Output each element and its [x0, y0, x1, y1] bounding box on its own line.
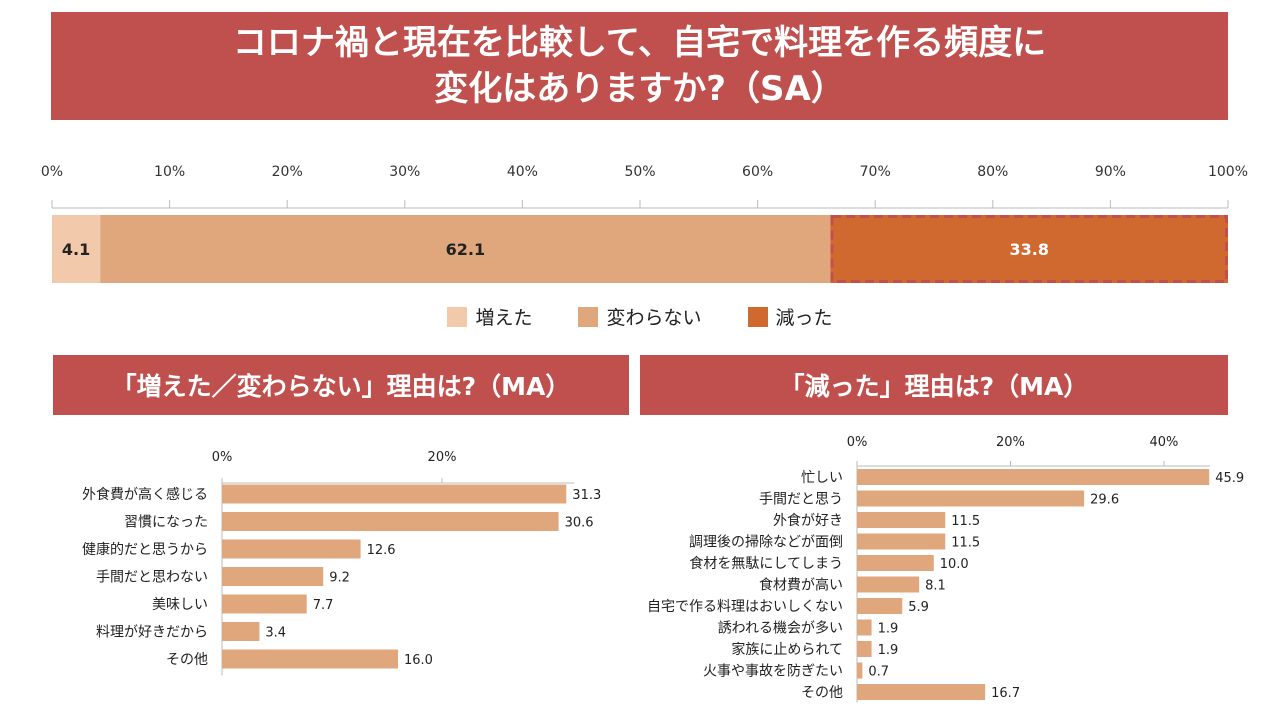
- right-chart-category-label: 調理後の掃除などが面倒: [689, 534, 843, 551]
- right-chart-bar: [857, 490, 1085, 507]
- left-chart-value-label: 9.2: [329, 571, 350, 586]
- decreased-highlight-border: [830, 215, 1229, 283]
- right-chart-category-label: 食材費が高い: [759, 577, 843, 594]
- right-chart-value-label: 10.0: [940, 557, 969, 572]
- stacked-tick-label: 40%: [507, 164, 538, 180]
- right-chart-bar: [857, 619, 872, 636]
- stacked-tick-label: 0%: [41, 164, 63, 180]
- stacked-legend: 増えた 変わらない 減った: [0, 303, 1280, 330]
- right-chart-value-label: 16.7: [991, 686, 1020, 701]
- left-chart-bar: [222, 594, 307, 614]
- right-chart-bar: [857, 598, 903, 614]
- legend-item-unchanged: 変わらない: [578, 303, 702, 330]
- stacked-tick-label: 20%: [272, 164, 303, 180]
- legend-label-increased: 増えた: [475, 307, 533, 329]
- stacked-tick-label: 50%: [624, 164, 655, 180]
- left-chart-value-label: 7.7: [313, 598, 334, 613]
- left-chart-bar: [222, 622, 260, 641]
- legend-swatch-decreased: [747, 306, 768, 327]
- stacked-tick-label: 30%: [389, 164, 420, 180]
- right-chart-category-label: その他: [801, 685, 843, 701]
- left-chart-value-label: 31.3: [572, 488, 601, 503]
- right-chart-tick-label: 0%: [847, 435, 868, 450]
- right-chart-bar: [857, 555, 934, 571]
- right-chart-bar: [857, 641, 872, 657]
- stacked-tick-label: 60%: [742, 164, 773, 180]
- left-chart-category-label: その他: [166, 652, 208, 668]
- left-chart-value-label: 12.6: [367, 543, 396, 558]
- left-chart-category-label: 外食費が高く感じる: [82, 486, 208, 503]
- legend-label-decreased: 減った: [775, 307, 833, 329]
- stacked-tick-label: 70%: [860, 164, 891, 180]
- stacked-tick-label: 100%: [1208, 164, 1248, 180]
- right-chart-value-label: 29.6: [1090, 493, 1119, 508]
- right-chart-value-label: 5.9: [908, 600, 929, 615]
- stacked-tick-label: 80%: [977, 164, 1008, 180]
- left-chart-category-label: 手間だと思わない: [96, 570, 208, 586]
- right-chart-category-label: 食材を無駄にしてしまう: [689, 555, 843, 572]
- left-chart-category-label: 習慣になった: [124, 514, 208, 531]
- right-chart-tick-label: 40%: [1150, 435, 1179, 450]
- right-chart-bar: [857, 576, 920, 593]
- legend-item-decreased: 減った: [747, 303, 833, 330]
- right-chart-category-label: 誘われる機会が多い: [718, 620, 843, 637]
- left-chart-bar: [222, 539, 361, 559]
- legend-swatch-unchanged: [578, 306, 599, 327]
- stacked-data-label: 62.1: [446, 240, 485, 259]
- main-title-line1: コロナ禍と現在を比較して、自宅で料理を作る頻度に: [232, 23, 1047, 63]
- left-chart-bar: [222, 512, 559, 531]
- left-chart-category-label: 料理が好きだから: [96, 625, 208, 641]
- right-chart-category-label: 火事や事故を防ぎたい: [703, 664, 843, 680]
- main-title-banner: コロナ禍と現在を比較して、自宅で料理を作る頻度に 変化はありますか?（SA）: [51, 12, 1228, 120]
- left-chart-bar: [222, 484, 567, 504]
- left-chart-bar: [222, 567, 324, 586]
- legend-item-increased: 増えた: [447, 303, 532, 330]
- stacked-data-label: 33.8: [1010, 240, 1049, 259]
- right-chart-category-label: 外食が好き: [773, 512, 843, 529]
- stacked-segment-1: [100, 215, 831, 283]
- stacked-data-label: 4.1: [62, 240, 90, 259]
- stacked-tick-label: 10%: [154, 164, 185, 180]
- main-title-line2: 変化はありますか?（SA）: [434, 69, 845, 109]
- right-chart-category-label: 自宅で作る料理はおいしくない: [647, 599, 843, 615]
- left-chart-bar: [222, 649, 398, 669]
- right-chart-bar: [857, 662, 863, 679]
- right-chart-bar: [857, 533, 946, 550]
- legend-swatch-increased: [447, 306, 468, 327]
- right-chart-category-label: 手間だと思う: [759, 492, 843, 508]
- right-chart-value-label: 1.9: [878, 622, 899, 637]
- right-chart-value-label: 1.9: [878, 643, 899, 658]
- right-chart-category-label: 家族に止められて: [731, 641, 843, 658]
- right-chart-value-label: 0.7: [868, 665, 889, 680]
- right-chart-value-label: 11.5: [951, 536, 980, 551]
- legend-label-unchanged: 変わらない: [606, 307, 702, 329]
- right-chart-bar: [857, 512, 946, 528]
- right-chart-bar: [857, 684, 986, 700]
- right-chart-tick-label: 20%: [996, 435, 1025, 450]
- right-chart-value-label: 11.5: [951, 514, 980, 529]
- left-chart-value-label: 30.6: [565, 516, 594, 531]
- stacked-segment-0: [52, 215, 101, 283]
- stacked-tick-label: 90%: [1095, 164, 1126, 180]
- left-chart-category-label: 健康的だと思うから: [82, 541, 208, 558]
- stacked-segment-2: [830, 215, 1228, 283]
- right-chart-category-label: 忙しい: [801, 470, 843, 486]
- right-chart-value-label: 45.9: [1215, 471, 1244, 486]
- left-chart-tick-label: 20%: [428, 450, 457, 465]
- left-chart-tick-label: 0%: [212, 450, 233, 465]
- left-chart-value-label: 3.4: [265, 626, 286, 641]
- left-chart-category-label: 美味しい: [152, 597, 208, 613]
- right-chart-bar: [857, 469, 1210, 485]
- left-chart-value-label: 16.0: [404, 653, 433, 668]
- right-chart-title: 「減った」理由は?（MA）: [640, 355, 1228, 415]
- right-chart-value-label: 8.1: [925, 579, 946, 594]
- left-chart-title: 「増えた／変わらない」理由は?（MA）: [53, 355, 629, 415]
